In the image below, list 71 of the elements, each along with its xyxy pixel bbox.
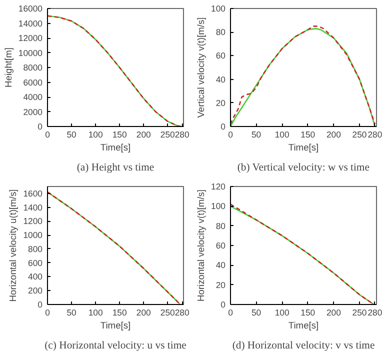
y-tick-label: 80 bbox=[216, 220, 226, 231]
x-tick-label: 0 bbox=[228, 308, 234, 318]
x-tick-label: 150 bbox=[300, 130, 316, 140]
y-tick-label: 60 bbox=[216, 240, 226, 250]
x-tick-label: 250 bbox=[160, 130, 176, 140]
y-tick-label: 12000 bbox=[18, 33, 43, 43]
y-tick-label: 4000 bbox=[23, 92, 43, 102]
x-tick-label: 250 bbox=[352, 130, 367, 140]
x-tick-label: 100 bbox=[274, 130, 290, 140]
y-tick-label: 10000 bbox=[18, 48, 43, 58]
y-tick-label: 1200 bbox=[23, 216, 43, 226]
x-axis-title: Time[s] bbox=[288, 320, 319, 330]
x-tick-label: 200 bbox=[326, 308, 342, 318]
x-tick-label: 100 bbox=[88, 308, 103, 318]
y-axis-title: Height[m] bbox=[3, 48, 14, 88]
y-tick-label: 0 bbox=[38, 300, 43, 310]
y-tick-label: 1600 bbox=[23, 188, 43, 198]
x-tick-label: 50 bbox=[66, 308, 77, 318]
x-tick-label: 0 bbox=[45, 308, 50, 318]
y-tick-label: 400 bbox=[28, 272, 43, 282]
y-tick-label: 20 bbox=[216, 280, 226, 290]
x-tick-label: 250 bbox=[352, 308, 367, 318]
y-tick-label: 20 bbox=[216, 98, 226, 108]
x-tick-label: 0 bbox=[228, 130, 234, 140]
y-tick-label: 0 bbox=[220, 300, 226, 310]
y-tick-label: 60 bbox=[216, 50, 226, 61]
y-axis-title: Vertical velocity v(t)[m/s] bbox=[196, 17, 206, 118]
y-tick-label: 1400 bbox=[23, 202, 43, 212]
y-tick-label: 100 bbox=[211, 4, 226, 14]
x-axis-title: Time[s] bbox=[100, 320, 131, 330]
x-tick-label: 50 bbox=[251, 130, 262, 140]
y-tick-label: 100 bbox=[211, 201, 226, 212]
text: (d) Horizontal velocity: v vs time bbox=[232, 340, 375, 352]
x-tick-label: 200 bbox=[326, 130, 342, 140]
y-tick-label: 800 bbox=[28, 244, 43, 254]
y-tick-label: 6000 bbox=[23, 77, 43, 88]
x-axis-title: Time[s] bbox=[288, 142, 319, 152]
x-tick-label: 150 bbox=[112, 308, 127, 318]
x-tick-label: 200 bbox=[136, 130, 152, 140]
x-tick-label: 250 bbox=[160, 308, 176, 318]
x-tick-label: 150 bbox=[112, 130, 127, 140]
text: (a) Height vs time bbox=[76, 162, 154, 174]
y-axis-title: Horizontal velocity u(t)[m/s] bbox=[8, 189, 18, 302]
text: (c) Horizontal velocity: u vs time bbox=[44, 340, 187, 352]
x-tick-label: 280 bbox=[368, 308, 382, 318]
x-tick-label: 150 bbox=[300, 308, 316, 318]
x-tick-label: 100 bbox=[274, 308, 290, 318]
x-tick-label: 280 bbox=[174, 308, 190, 318]
y-tick-label: 16000 bbox=[18, 4, 43, 14]
y-tick-label: 120 bbox=[211, 182, 226, 192]
y-tick-label: 200 bbox=[28, 286, 43, 296]
y-axis-title: Horizontal velocity v(t)[m/s] bbox=[196, 190, 206, 302]
x-tick-label: 50 bbox=[251, 308, 262, 318]
y-tick-label: 14000 bbox=[18, 18, 43, 28]
x-tick-label: 280 bbox=[368, 130, 382, 140]
y-tick-label: 1000 bbox=[23, 230, 43, 240]
x-tick-label: 100 bbox=[88, 130, 103, 140]
x-axis-title: Time[s] bbox=[100, 142, 131, 152]
x-tick-label: 50 bbox=[66, 130, 77, 140]
x-tick-label: 0 bbox=[45, 130, 50, 140]
y-tick-label: 8000 bbox=[23, 62, 43, 72]
y-tick-label: 40 bbox=[216, 260, 226, 270]
y-tick-label: 80 bbox=[216, 27, 226, 38]
y-tick-label: 600 bbox=[28, 258, 43, 268]
text: (b) Vertical velocity: w vs time bbox=[237, 162, 370, 174]
y-tick-label: 0 bbox=[38, 122, 43, 132]
y-tick-label: 0 bbox=[220, 122, 226, 132]
x-tick-label: 280 bbox=[174, 130, 190, 140]
y-tick-label: 40 bbox=[216, 74, 226, 84]
x-tick-label: 200 bbox=[136, 308, 152, 318]
y-tick-label: 2000 bbox=[23, 106, 43, 117]
